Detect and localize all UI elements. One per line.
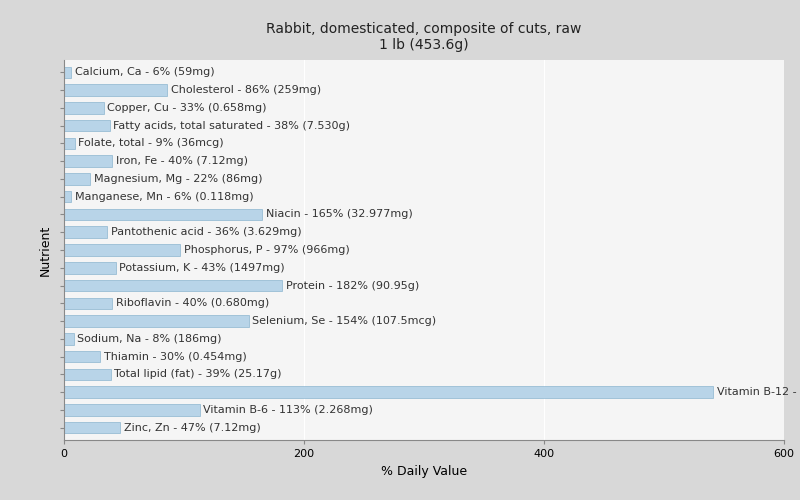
Text: Cholesterol - 86% (259mg): Cholesterol - 86% (259mg) [171, 85, 321, 95]
Text: Potassium, K - 43% (1497mg): Potassium, K - 43% (1497mg) [119, 263, 285, 273]
Text: Vitamin B-6 - 113% (2.268mg): Vitamin B-6 - 113% (2.268mg) [203, 405, 373, 415]
Text: Folate, total - 9% (36mcg): Folate, total - 9% (36mcg) [78, 138, 224, 148]
Bar [64, 298, 112, 309]
Title: Rabbit, domesticated, composite of cuts, raw
1 lb (453.6g): Rabbit, domesticated, composite of cuts,… [266, 22, 582, 52]
Bar [64, 280, 282, 291]
Bar [64, 422, 121, 434]
Bar [64, 262, 116, 274]
Text: Calcium, Ca - 6% (59mg): Calcium, Ca - 6% (59mg) [75, 68, 214, 78]
Text: Iron, Fe - 40% (7.12mg): Iron, Fe - 40% (7.12mg) [116, 156, 248, 166]
Bar [64, 156, 112, 167]
Text: Manganese, Mn - 6% (0.118mg): Manganese, Mn - 6% (0.118mg) [75, 192, 254, 202]
Text: Fatty acids, total saturated - 38% (7.530g): Fatty acids, total saturated - 38% (7.53… [114, 120, 350, 130]
Bar [64, 102, 104, 114]
Bar [64, 386, 714, 398]
Text: Thiamin - 30% (0.454mg): Thiamin - 30% (0.454mg) [104, 352, 246, 362]
Text: Selenium, Se - 154% (107.5mcg): Selenium, Se - 154% (107.5mcg) [253, 316, 437, 326]
Bar [64, 120, 110, 132]
Bar [64, 138, 75, 149]
X-axis label: % Daily Value: % Daily Value [381, 464, 467, 477]
Bar [64, 333, 74, 344]
Text: Riboflavin - 40% (0.680mg): Riboflavin - 40% (0.680mg) [116, 298, 269, 308]
Bar [64, 316, 249, 327]
Y-axis label: Nutrient: Nutrient [38, 224, 51, 276]
Text: Vitamin B-12 - 541% (32.48mcg): Vitamin B-12 - 541% (32.48mcg) [717, 387, 800, 397]
Text: Total lipid (fat) - 39% (25.17g): Total lipid (fat) - 39% (25.17g) [114, 370, 282, 380]
Text: Copper, Cu - 33% (0.658mg): Copper, Cu - 33% (0.658mg) [107, 103, 266, 113]
Bar [64, 208, 262, 220]
Bar [64, 244, 181, 256]
Text: Niacin - 165% (32.977mg): Niacin - 165% (32.977mg) [266, 210, 412, 220]
Text: Magnesium, Mg - 22% (86mg): Magnesium, Mg - 22% (86mg) [94, 174, 262, 184]
Bar [64, 66, 71, 78]
Bar [64, 368, 110, 380]
Bar [64, 173, 90, 184]
Text: Sodium, Na - 8% (186mg): Sodium, Na - 8% (186mg) [77, 334, 222, 344]
Text: Phosphorus, P - 97% (966mg): Phosphorus, P - 97% (966mg) [184, 245, 350, 255]
Text: Zinc, Zn - 47% (7.12mg): Zinc, Zn - 47% (7.12mg) [124, 422, 261, 432]
Bar [64, 84, 167, 96]
Bar [64, 351, 100, 362]
Text: Pantothenic acid - 36% (3.629mg): Pantothenic acid - 36% (3.629mg) [110, 227, 302, 237]
Bar [64, 404, 200, 415]
Bar [64, 226, 107, 238]
Text: Protein - 182% (90.95g): Protein - 182% (90.95g) [286, 280, 419, 290]
Bar [64, 191, 71, 202]
